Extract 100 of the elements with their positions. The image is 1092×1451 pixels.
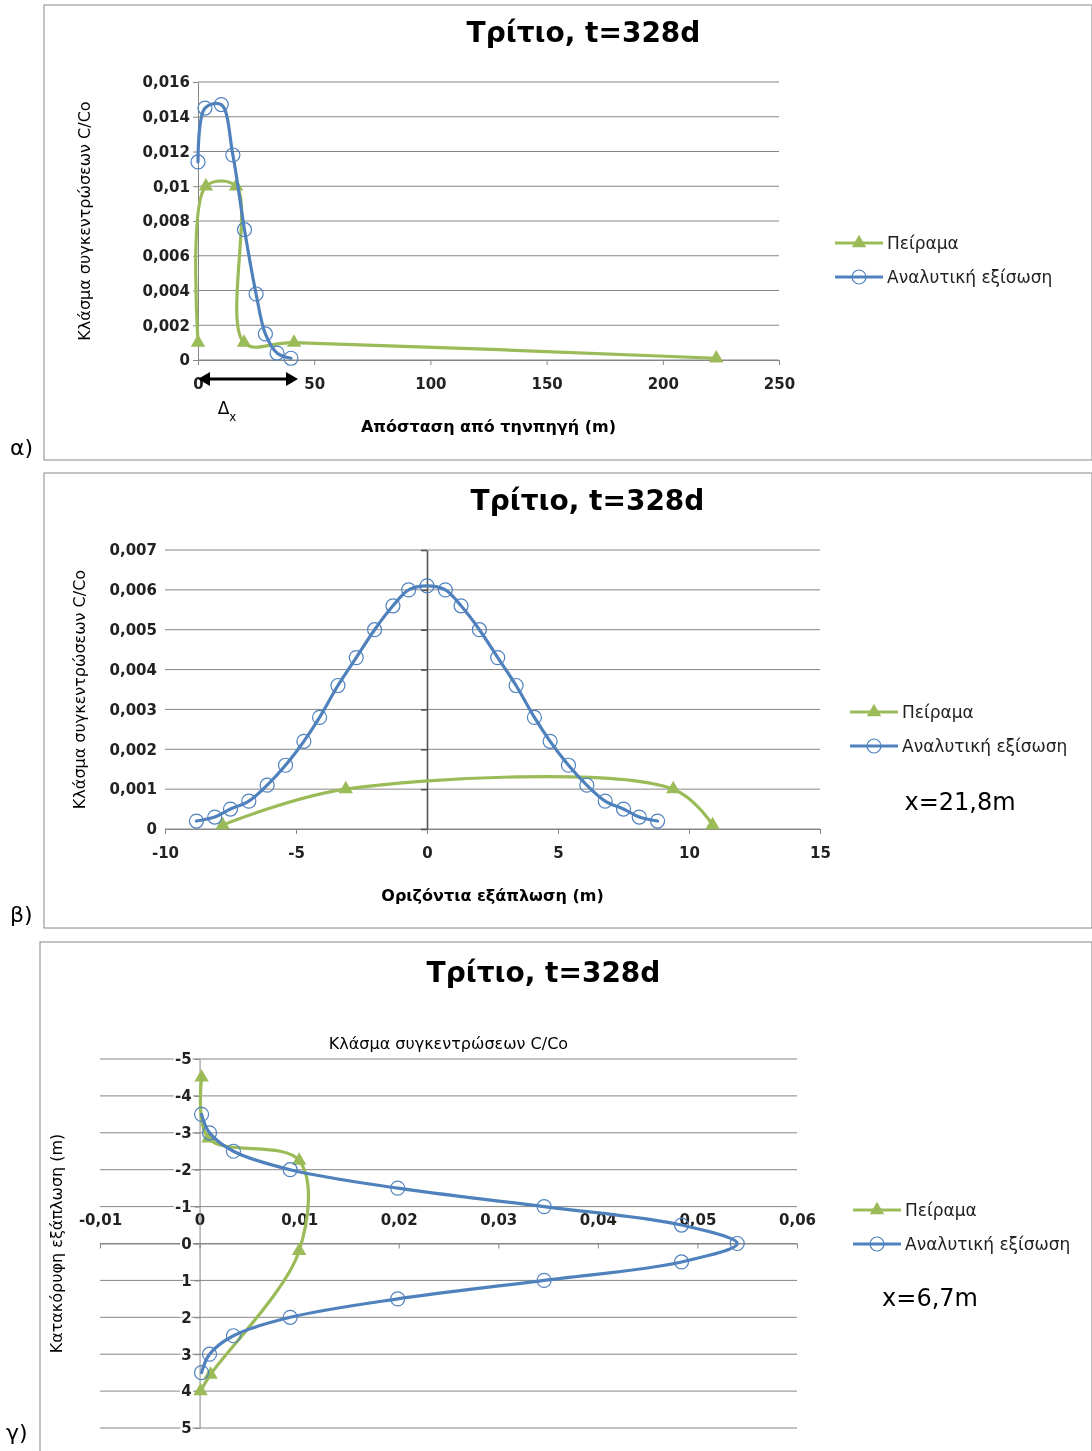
y-tick-label: 3 bbox=[181, 1345, 192, 1364]
y-tick-label: 0 bbox=[179, 351, 190, 370]
point bbox=[259, 777, 275, 793]
point bbox=[222, 801, 239, 817]
chart-title: Τρίτιο, t=328d bbox=[466, 16, 701, 49]
y-tick-label: -1 bbox=[174, 1197, 192, 1216]
point bbox=[190, 334, 206, 347]
text: α) bbox=[10, 435, 34, 460]
chart-title: Τρίτιο, t=328d bbox=[426, 956, 661, 989]
x-tick-label: 0,06 bbox=[778, 1210, 817, 1229]
point bbox=[330, 677, 346, 694]
x-tick-label: 15 bbox=[810, 843, 831, 862]
legend-label: Αναλυτική εξίσωση bbox=[905, 1234, 1071, 1254]
x-tick-label: 50 bbox=[304, 374, 326, 393]
y-tick-label: 0,005 bbox=[109, 621, 157, 640]
y-tick-label: 0,002 bbox=[109, 740, 157, 759]
legend-label: Αναλυτική εξίσωση bbox=[887, 267, 1053, 287]
x-tick-label: 200 bbox=[647, 374, 679, 393]
x-tick-label: 5 bbox=[553, 843, 564, 862]
point bbox=[291, 1152, 307, 1165]
point bbox=[709, 349, 724, 363]
y-tick-label: 2 bbox=[181, 1308, 192, 1327]
point bbox=[453, 598, 469, 614]
y-tick-label: 0,008 bbox=[142, 212, 190, 231]
point bbox=[291, 1242, 307, 1256]
point bbox=[508, 677, 524, 694]
point bbox=[225, 1143, 242, 1159]
y-tick-label: -2 bbox=[174, 1161, 192, 1179]
point bbox=[673, 1254, 690, 1270]
y-tick-label: 0,007 bbox=[109, 541, 157, 560]
point bbox=[348, 650, 364, 666]
point bbox=[190, 154, 206, 170]
point bbox=[729, 1235, 745, 1252]
text: x=6,7m bbox=[882, 1284, 978, 1312]
point bbox=[338, 780, 353, 794]
x-tick-label: 100 bbox=[415, 374, 447, 393]
y-tick-label: -4 bbox=[174, 1087, 192, 1106]
point bbox=[193, 1365, 210, 1381]
x-axis-title: Οριζόντια εξάπλωση (m) bbox=[381, 886, 604, 905]
x-tick-label: 150 bbox=[531, 374, 563, 393]
point bbox=[367, 622, 383, 638]
y-tick-label: 0 bbox=[146, 820, 157, 839]
point bbox=[390, 1180, 406, 1196]
point bbox=[225, 1328, 242, 1344]
point bbox=[526, 709, 543, 725]
legend-label: Πείραμα bbox=[905, 1200, 977, 1220]
x-axis-title: Κλάσμα συγκεντρώσεων C/Co bbox=[328, 1034, 569, 1053]
text: β) bbox=[10, 902, 33, 927]
y-tick-label: 0,014 bbox=[142, 108, 190, 127]
point bbox=[705, 816, 720, 830]
y-axis-title: Κλάσμα συγκεντρώσεων C/Co bbox=[75, 101, 94, 341]
point bbox=[194, 1069, 209, 1082]
y-tick-label: 1 bbox=[181, 1271, 192, 1290]
point bbox=[188, 813, 205, 829]
point bbox=[536, 1199, 552, 1215]
y-tick-label: 0,001 bbox=[109, 780, 157, 799]
point bbox=[283, 350, 299, 366]
y-tick-label: -3 bbox=[174, 1124, 192, 1143]
y-tick-label: 0,003 bbox=[109, 700, 157, 719]
y-tick-label: -5 bbox=[174, 1050, 192, 1069]
text: γ) bbox=[6, 1420, 28, 1445]
point bbox=[437, 582, 453, 598]
y-tick-label: 0 bbox=[181, 1234, 192, 1253]
y-tick-label: 0,012 bbox=[142, 142, 190, 161]
y-tick-label: 0,016 bbox=[142, 73, 190, 92]
x-tick-label: 0 bbox=[422, 843, 433, 862]
y-tick-label: 0,004 bbox=[109, 660, 157, 679]
point bbox=[390, 1291, 406, 1307]
legend-label: Αναλυτική εξίσωση bbox=[902, 736, 1068, 756]
point bbox=[536, 1272, 552, 1288]
point bbox=[419, 578, 435, 594]
point bbox=[277, 757, 294, 773]
point bbox=[471, 622, 487, 638]
y-tick-label: 0,006 bbox=[142, 247, 190, 266]
y-tick-label: 0,004 bbox=[142, 281, 190, 300]
point bbox=[207, 809, 223, 825]
x-tick-label: -5 bbox=[288, 843, 305, 862]
point bbox=[666, 780, 681, 794]
legend-label: Πείραμα bbox=[887, 233, 959, 253]
point bbox=[401, 582, 417, 598]
point bbox=[597, 793, 613, 809]
x-tick-label: 0,02 bbox=[380, 1210, 418, 1229]
point bbox=[269, 345, 285, 361]
legend-label: Πείραμα bbox=[902, 702, 974, 722]
point bbox=[201, 1125, 218, 1141]
point bbox=[286, 334, 302, 347]
chart-title: Τρίτιο, t=328d bbox=[470, 484, 705, 517]
point bbox=[296, 733, 312, 749]
y-tick-label: 0,002 bbox=[142, 316, 190, 335]
point bbox=[257, 326, 273, 342]
point bbox=[225, 147, 241, 163]
y-tick-label: 4 bbox=[181, 1382, 192, 1401]
x-tick-label: -0,01 bbox=[78, 1210, 123, 1229]
x-tick-label: 0 bbox=[194, 1210, 206, 1229]
point bbox=[241, 793, 257, 809]
point bbox=[649, 813, 666, 829]
point bbox=[385, 598, 401, 614]
point bbox=[236, 334, 252, 347]
x-tick-label: 10 bbox=[679, 843, 700, 862]
x-tick-label: -10 bbox=[151, 843, 180, 862]
